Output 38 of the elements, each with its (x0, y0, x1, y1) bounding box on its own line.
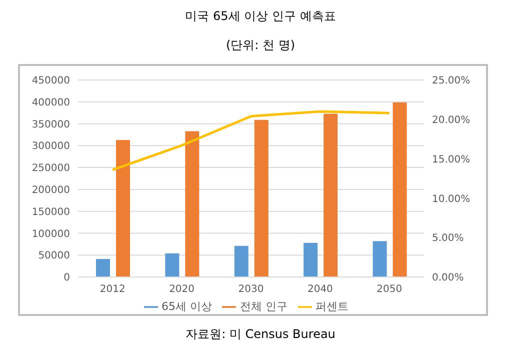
y-tick-label: 0 (64, 272, 70, 284)
y2-tick-label: 20.00% (432, 114, 470, 126)
x-tick-label: 2020 (169, 284, 195, 296)
chart-title: 미국 65세 이상 인구 예측표 (184, 8, 337, 25)
y-tick-label: 450000 (32, 76, 70, 87)
y-tick-label: 150000 (32, 206, 70, 218)
bar (234, 246, 248, 277)
bar (392, 102, 407, 277)
y-tick-label: 400000 (32, 97, 70, 108)
y-tick-label: 100000 (32, 228, 70, 240)
y2-tick-label: 15.00% (432, 154, 470, 166)
bar (372, 241, 387, 277)
x-tick-label: 2030 (238, 284, 264, 296)
y2-tick-label: 0.00% (432, 272, 464, 284)
legend-label: 전체 인구 (240, 300, 288, 313)
y-tick-label: 300000 (32, 141, 70, 152)
x-tick-label: 2040 (307, 284, 333, 296)
bar (324, 114, 338, 277)
bar (116, 140, 130, 277)
x-tick-label: 2050 (376, 284, 402, 296)
bar (304, 242, 318, 277)
y-tick-label: 200000 (32, 184, 70, 196)
y2-tick-label: 10.00% (432, 194, 470, 205)
y-tick-label: 50000 (38, 250, 70, 262)
bar (185, 131, 200, 277)
legend-label: 퍼센트 (316, 300, 348, 313)
y2-tick-label: 5.00% (432, 233, 464, 244)
x-tick-label: 2012 (100, 284, 126, 296)
y-tick-label: 350000 (32, 119, 70, 130)
legend-label: 65세 이상 (162, 300, 212, 313)
bar (254, 120, 268, 277)
bar (165, 253, 180, 277)
text: 자료원: 미 Census Bureau (184, 326, 336, 343)
line-series (111, 110, 391, 172)
y2-tick-label: 25.00% (432, 76, 470, 87)
y-tick-label: 250000 (32, 163, 70, 174)
bar (96, 259, 110, 277)
chart-subtitle: (단위: 천 명) (224, 37, 296, 54)
